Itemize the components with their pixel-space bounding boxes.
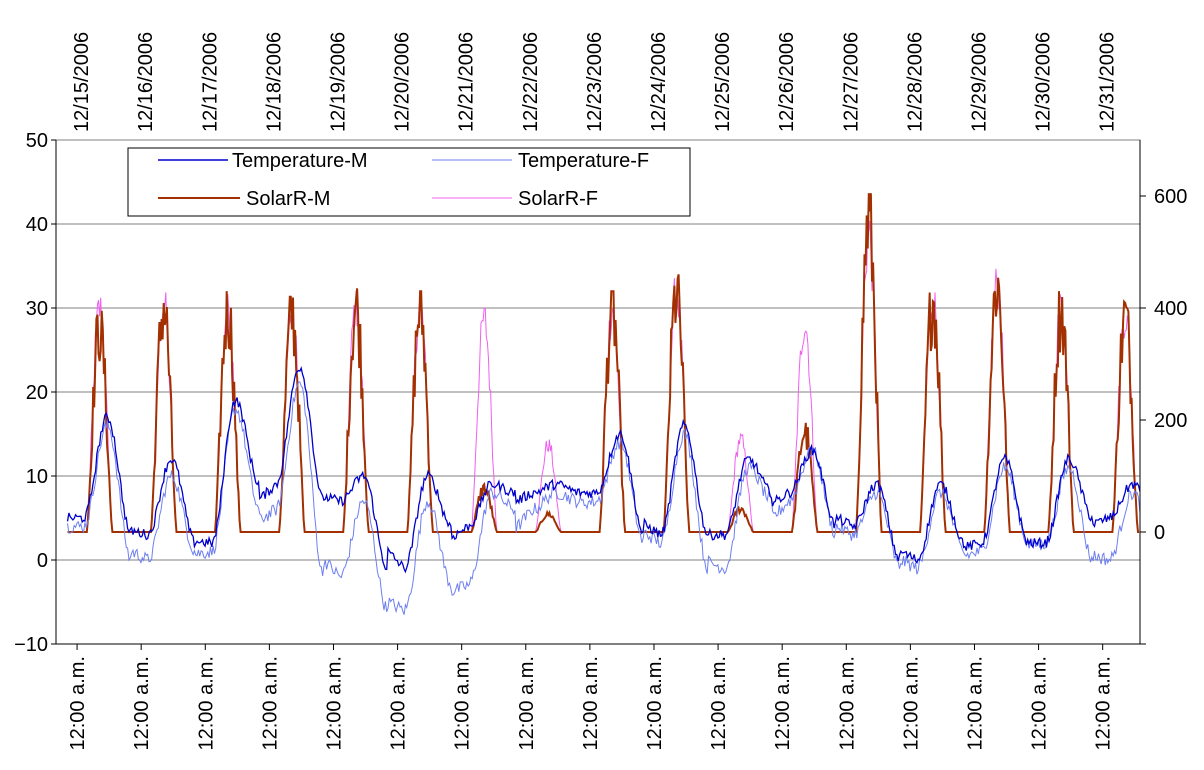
series-solarr-m bbox=[67, 193, 1140, 533]
x-bottom-tick-label: 12:00 a.m. bbox=[900, 656, 922, 751]
x-bottom-tick-label: 12:00 a.m. bbox=[580, 656, 602, 751]
y-left-tick-label: 30 bbox=[26, 298, 48, 320]
series-temperature-m bbox=[66, 366, 1141, 574]
x-top-date-label: 12/24/2006 bbox=[648, 32, 670, 132]
x-bottom-tick-label: 12:00 a.m. bbox=[259, 656, 281, 751]
x-bottom-tick-label: 12:00 a.m. bbox=[964, 656, 986, 751]
x-top-date-label: 12/31/2006 bbox=[1097, 32, 1119, 132]
x-top-date-label: 12/19/2006 bbox=[327, 32, 349, 132]
x-top-date-label: 12/30/2006 bbox=[1033, 32, 1055, 132]
x-top-date-label: 12/28/2006 bbox=[904, 32, 926, 132]
gridlines bbox=[56, 223, 1140, 561]
legend-label-temperature-m: Temperature-M bbox=[232, 150, 368, 172]
x-bottom-tick-label: 12:00 a.m. bbox=[772, 656, 794, 751]
x-top-date-label: 12/27/2006 bbox=[840, 32, 862, 132]
x-top-date-label: 12/29/2006 bbox=[968, 32, 990, 132]
x-top-date-label: 12/18/2006 bbox=[263, 32, 285, 132]
x-top-date-label: 12/17/2006 bbox=[199, 32, 221, 132]
x-top-date-label: 12/22/2006 bbox=[520, 32, 542, 132]
x-top-date-label: 12/21/2006 bbox=[456, 32, 478, 132]
y-left-tick-label: 50 bbox=[26, 130, 48, 152]
y-left-tick-label: 10 bbox=[26, 466, 48, 488]
x-bottom-tick-label: 12:00 a.m. bbox=[195, 656, 217, 751]
x-bottom-tick-label: 12:00 a.m. bbox=[452, 656, 474, 751]
series-layer bbox=[66, 193, 1141, 615]
x-top-date-label: 12/23/2006 bbox=[584, 32, 606, 132]
x-bottom-tick-label: 12:00 a.m. bbox=[388, 656, 410, 751]
x-bottom-tick-label: 12:00 a.m. bbox=[1029, 656, 1051, 751]
y-left-tick-label: 40 bbox=[26, 214, 48, 236]
y-right-tick-label: 200 bbox=[1154, 410, 1187, 432]
x-top-date-label: 12/16/2006 bbox=[135, 32, 157, 132]
y-left-tick-label: 20 bbox=[26, 382, 48, 404]
x-top-date-label: 12/25/2006 bbox=[712, 32, 734, 132]
legend-label-temperature-f: Temperature-F bbox=[518, 150, 649, 172]
y-right-tick-label: 0 bbox=[1154, 522, 1165, 544]
x-top-date-label: 12/15/2006 bbox=[71, 32, 93, 132]
y-right-tick-label: 400 bbox=[1154, 298, 1187, 320]
x-bottom-tick-label: 12:00 a.m. bbox=[131, 656, 153, 751]
x-bottom-tick-label: 12:00 a.m. bbox=[67, 656, 89, 751]
x-bottom-tick-label: 12:00 a.m. bbox=[1093, 656, 1115, 751]
series-temperature-f bbox=[67, 381, 1141, 615]
x-bottom-tick-label: 12:00 a.m. bbox=[323, 656, 345, 751]
legend-label-solarr-f: SolarR-F bbox=[518, 188, 598, 210]
x-bottom-tick-label: 12:00 a.m. bbox=[836, 656, 858, 751]
x-bottom-tick-label: 12:00 a.m. bbox=[708, 656, 730, 751]
legend-label-solarr-m: SolarR-M bbox=[246, 188, 330, 210]
y-left-tick-label: −10 bbox=[14, 634, 48, 656]
x-bottom-tick-label: 12:00 a.m. bbox=[516, 656, 538, 751]
y-left-tick-label: 0 bbox=[37, 550, 48, 572]
x-bottom-tick-label: 12:00 a.m. bbox=[644, 656, 666, 751]
x-top-date-label: 12/20/2006 bbox=[392, 32, 414, 132]
x-top-date-label: 12/26/2006 bbox=[776, 32, 798, 132]
legend: Temperature-M Temperature-F SolarR-M Sol… bbox=[127, 147, 691, 217]
axes: −10 0 10 20 30 40 50 0 200 400 600 12:00 a.m. 12:00 … bbox=[14, 32, 1187, 751]
y-right-tick-label: 600 bbox=[1154, 186, 1187, 208]
